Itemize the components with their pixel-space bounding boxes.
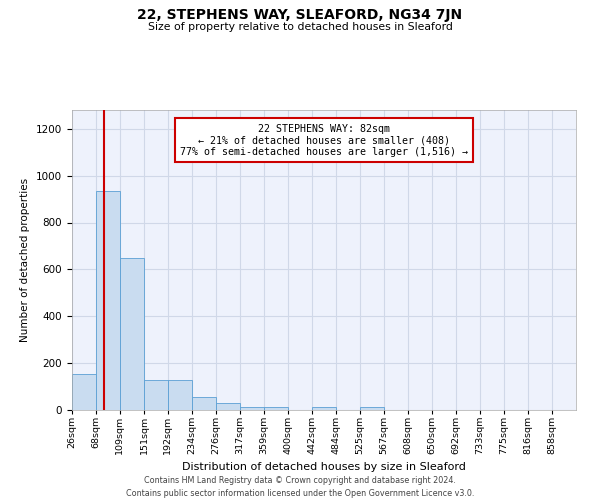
X-axis label: Distribution of detached houses by size in Sleaford: Distribution of detached houses by size … <box>182 462 466 472</box>
Text: Size of property relative to detached houses in Sleaford: Size of property relative to detached ho… <box>148 22 452 32</box>
Bar <box>360 407 384 410</box>
Bar <box>192 396 216 410</box>
Bar <box>120 258 144 410</box>
Text: 22, STEPHENS WAY, SLEAFORD, NG34 7JN: 22, STEPHENS WAY, SLEAFORD, NG34 7JN <box>137 8 463 22</box>
Bar <box>240 407 264 410</box>
Bar <box>312 407 336 410</box>
Y-axis label: Number of detached properties: Number of detached properties <box>20 178 31 342</box>
Bar <box>96 191 121 410</box>
Bar <box>216 403 241 410</box>
Bar <box>144 380 169 410</box>
Text: Contains HM Land Registry data © Crown copyright and database right 2024.
Contai: Contains HM Land Registry data © Crown c… <box>126 476 474 498</box>
Bar <box>72 374 96 410</box>
Bar <box>264 407 288 410</box>
Text: 22 STEPHENS WAY: 82sqm
← 21% of detached houses are smaller (408)
77% of semi-de: 22 STEPHENS WAY: 82sqm ← 21% of detached… <box>180 124 468 156</box>
Bar <box>168 380 192 410</box>
